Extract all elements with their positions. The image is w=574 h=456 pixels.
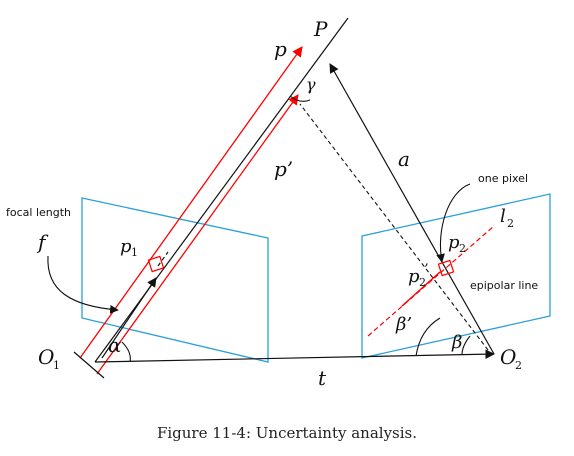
label-f: f [36,230,49,254]
label-focal-length: focal length [6,206,71,219]
label-l2: l [500,206,506,227]
vector-a [330,64,494,354]
label-epipolar-line: epipolar line [470,279,538,292]
label-P: P [313,17,328,41]
label-O2-sub: 2 [515,359,522,372]
baseline-t [95,354,494,362]
label-gamma: γ [306,75,316,94]
label-one-pixel: one pixel [478,172,528,185]
label-a: a [398,147,410,171]
label-beta: β [451,332,462,353]
focal-length-pointer [48,256,118,310]
label-p2-sub: 2 [459,242,466,255]
angle-beta-prime-arc [416,318,440,356]
central-ray-o1 [95,18,348,362]
label-alpha: α [108,333,122,357]
label-p-prime: p’ [274,157,293,181]
label-beta-prime: β’ [395,314,412,335]
ray-upper-red [80,47,302,358]
label-p1-sub: 1 [131,246,138,259]
angle-alpha-arc [122,342,130,362]
angle-beta-arc [462,336,470,355]
label-O2: O [500,345,516,369]
label-p2-prime-mark: ’ [424,262,428,278]
label-p: p [274,37,287,61]
angle-gamma-arc [290,96,310,101]
figure-caption: Figure 11-4: Uncertainty analysis. [0,424,574,442]
label-t: t [318,366,327,390]
label-l2-sub: 2 [507,217,514,230]
label-O1-sub: 1 [53,359,60,372]
label-O1: O [38,345,54,369]
